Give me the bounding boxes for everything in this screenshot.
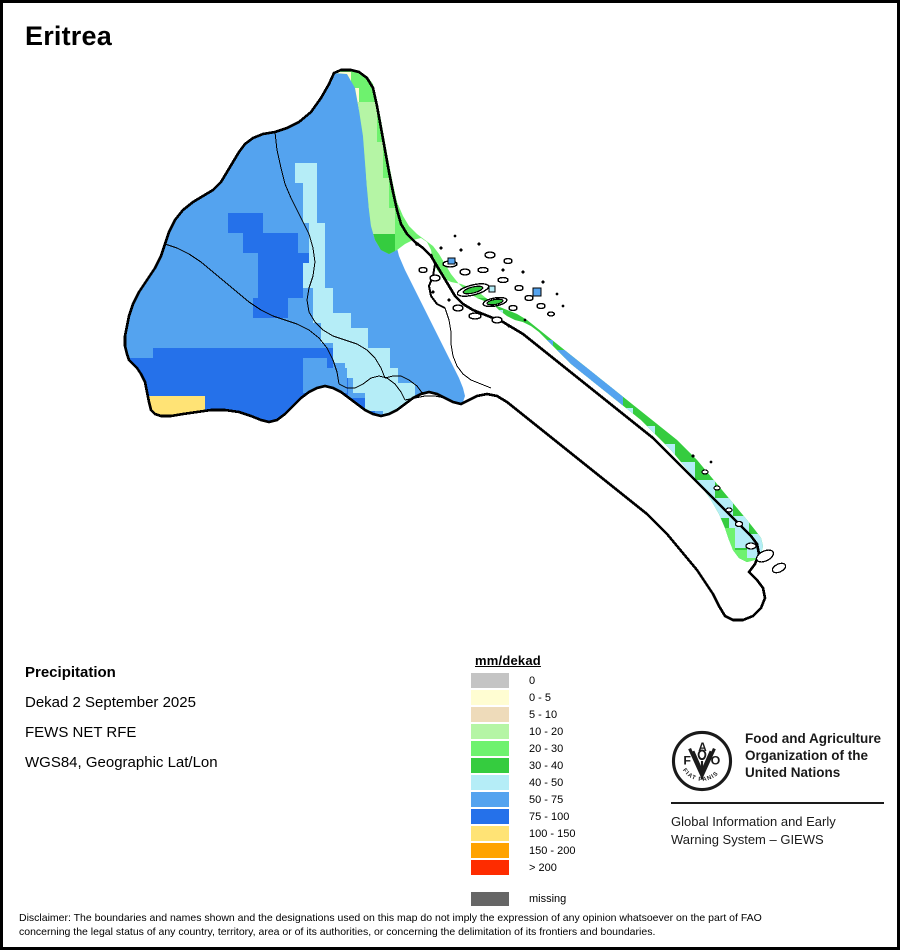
legend-label-11: > 200 [529, 861, 557, 874]
legend-label-8: 75 - 100 [529, 810, 570, 823]
legend-label-10: 150 - 200 [529, 844, 576, 857]
legend-swatch-missing [471, 891, 509, 906]
legend-label-0: 0 [529, 674, 536, 687]
fao-logo-icon: F A O FIAT PANIS [671, 730, 733, 792]
legend-item-7: 50 - 75 [471, 791, 621, 808]
legend-label-9: 100 - 150 [529, 827, 576, 840]
legend-label-2: 5 - 10 [529, 708, 558, 721]
precipitation-map[interactable] [3, 58, 897, 638]
legend-item-8: 75 - 100 [471, 808, 621, 825]
legend-item-0: 0 [471, 672, 621, 689]
giews-line-1: Global Information and Early [671, 814, 836, 829]
legend-item-11: > 200 [471, 859, 621, 876]
fao-name-line-1: Food and Agriculture [745, 731, 881, 746]
legend-label-5: 30 - 40 [529, 759, 564, 772]
disclaimer-line-1: Disclaimer: The boundaries and names sho… [19, 912, 762, 924]
legend-label-4: 20 - 30 [529, 742, 564, 755]
legend-item-6: 40 - 50 [471, 774, 621, 791]
southern-islets [701, 469, 787, 574]
legend-item-missing: missing [471, 890, 621, 907]
legend-swatch-11 [471, 860, 509, 875]
info-projection: WGS84, Geographic Lat/Lon [25, 754, 218, 771]
page-title: Eritrea [25, 21, 112, 51]
legend-item-1: 0 - 5 [471, 689, 621, 706]
svg-text:A: A [698, 741, 707, 754]
giews-label: Global Information and Early Warning Sys… [671, 813, 886, 849]
fao-branding-block: F A O FIAT PANIS Food and Agriculture Or… [671, 730, 886, 849]
legend-swatch-3 [471, 724, 509, 739]
map-info-block: Precipitation Dekad 2 September 2025 FEW… [25, 658, 325, 778]
svg-text:O: O [711, 754, 721, 768]
legend-item-9: 100 - 150 [471, 825, 621, 842]
legend-swatch-4 [471, 741, 509, 756]
legend-item-4: 20 - 30 [471, 740, 621, 757]
legend-label-3: 10 - 20 [529, 725, 564, 738]
svg-text:F: F [683, 754, 691, 768]
legend-label-1: 0 - 5 [529, 691, 552, 704]
legend-item-5: 30 - 40 [471, 757, 621, 774]
dahlak-islands-filled [447, 257, 542, 306]
legend-swatch-2 [471, 707, 509, 722]
legend-swatch-9 [471, 826, 509, 841]
fao-name-line-3: United Nations [745, 765, 841, 780]
fao-divider [671, 802, 884, 804]
legend-label-missing: missing [529, 892, 567, 905]
disclaimer: Disclaimer: The boundaries and names sho… [19, 911, 885, 939]
legend-item-10: 150 - 200 [471, 842, 621, 859]
legend-swatch-5 [471, 758, 509, 773]
legend-swatch-0 [471, 673, 509, 688]
legend-swatch-8 [471, 809, 509, 824]
giews-line-2: Warning System – GIEWS [671, 832, 824, 847]
islet-dots [415, 234, 713, 464]
legend-swatch-6 [471, 775, 509, 790]
legend-item-2: 5 - 10 [471, 706, 621, 723]
legend-label-6: 40 - 50 [529, 776, 564, 789]
info-source: FEWS NET RFE [25, 724, 137, 741]
map-svg [3, 58, 897, 638]
country-boundary [123, 68, 767, 622]
legend-swatch-1 [471, 690, 509, 705]
admin-boundaries [164, 131, 492, 403]
legend-item-3: 10 - 20 [471, 723, 621, 740]
legend-swatch-10 [471, 843, 509, 858]
coastline-detail-zula [427, 253, 446, 309]
legend-swatch-7 [471, 792, 509, 807]
legend: mm/dekad 0 0 - 5 5 - 10 10 - 20 20 - 30 … [471, 653, 621, 907]
info-dekad: Dekad 2 September 2025 [25, 694, 196, 711]
info-heading: Precipitation [25, 664, 116, 681]
legend-title: mm/dekad [475, 653, 541, 668]
fao-organization-name: Food and Agriculture Organization of the… [745, 730, 881, 781]
legend-label-7: 50 - 75 [529, 793, 564, 806]
fao-name-line-2: Organization of the [745, 748, 868, 763]
disclaimer-line-2: concerning the legal status of any count… [19, 926, 656, 938]
